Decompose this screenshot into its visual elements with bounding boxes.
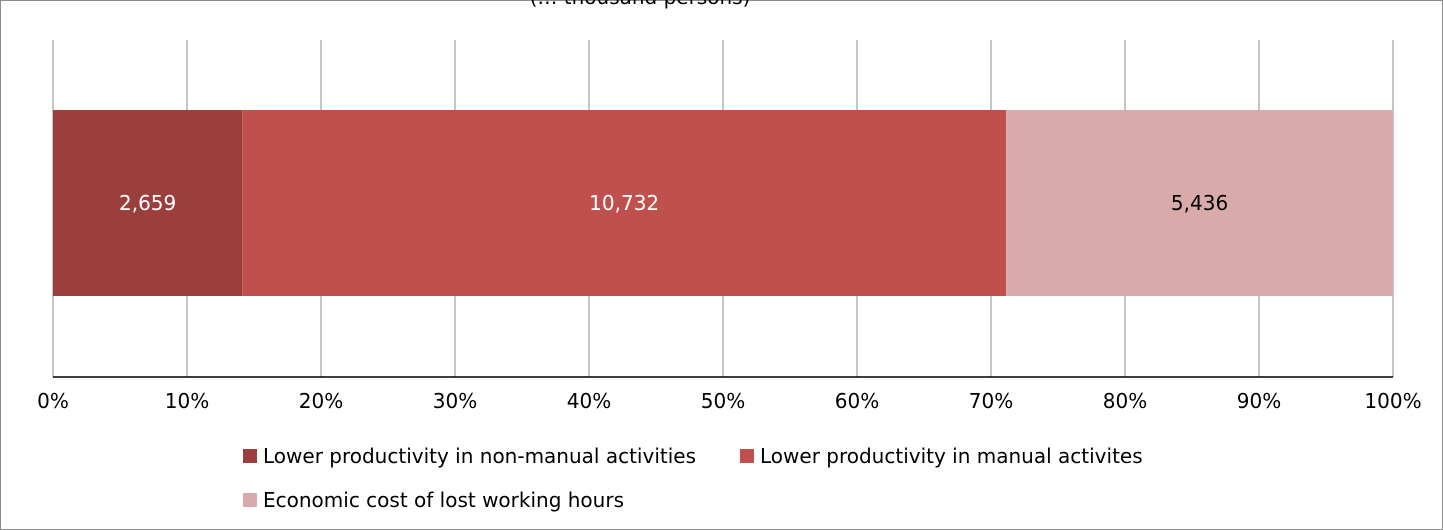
bar-segment-2: [1006, 110, 1393, 296]
chart-title: (… thousand persons): [530, 0, 751, 9]
bar-value-label-1: 10,732: [589, 191, 659, 215]
x-tick-label: 50%: [701, 389, 745, 413]
bar-segment-1: [242, 110, 1007, 296]
bar-value-label-2: 5,436: [1171, 191, 1228, 215]
bar-value-label-0: 2,659: [119, 191, 176, 215]
x-tick-label: 30%: [433, 389, 477, 413]
x-tick-label: 20%: [299, 389, 343, 413]
bar-segment-0: [53, 110, 243, 296]
x-axis-ticks: 0% 10% 20% 30% 40% 50% 60% 70% 80% 90% 100%: [37, 389, 1421, 413]
x-tick-label: 0%: [37, 389, 69, 413]
bar-labels: 2,659 10,732 5,436: [119, 191, 1228, 215]
x-tick-label: 60%: [835, 389, 879, 413]
x-tick-label: 70%: [969, 389, 1013, 413]
x-tick-label: 90%: [1237, 389, 1281, 413]
bars: [53, 110, 1393, 296]
x-tick-label: 10%: [165, 389, 209, 413]
x-tick-label: 80%: [1103, 389, 1147, 413]
x-tick-label: 40%: [567, 389, 611, 413]
x-tick-label: 100%: [1364, 389, 1421, 413]
